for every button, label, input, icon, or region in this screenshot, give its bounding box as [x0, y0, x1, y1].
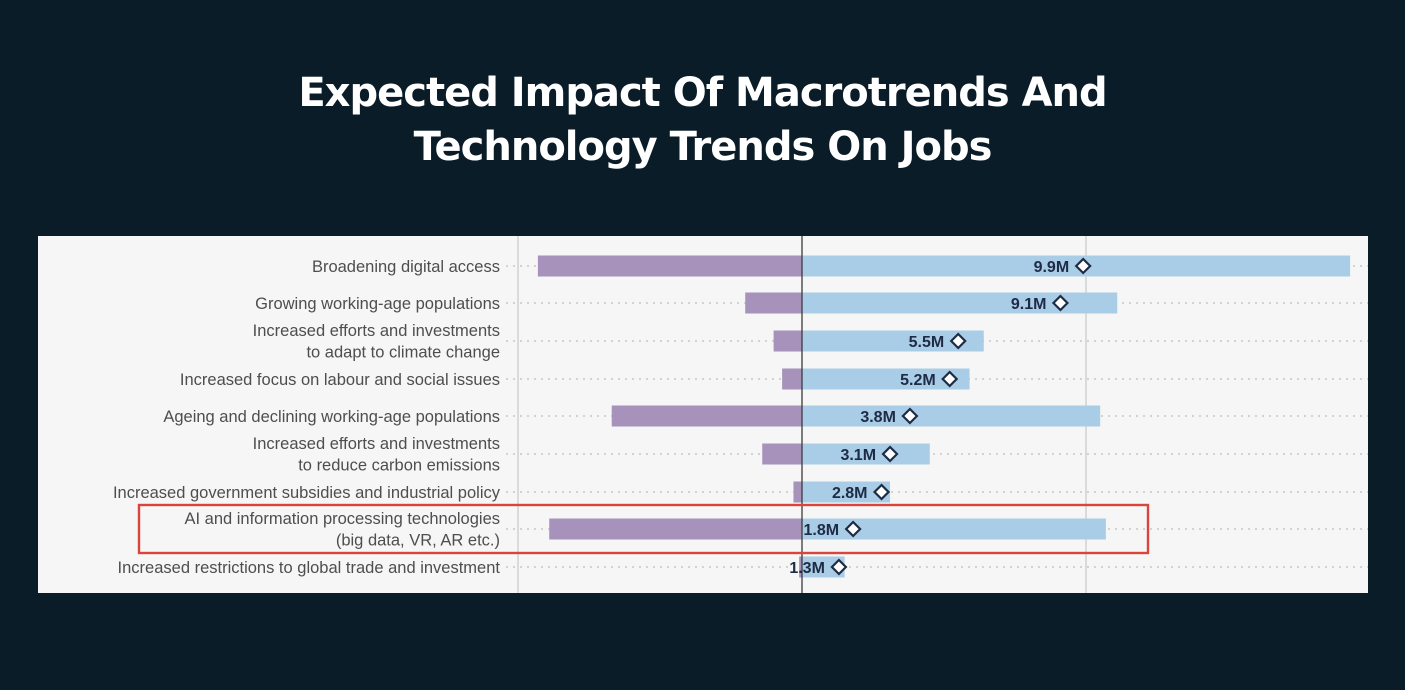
net-value-label-1: 9.1M: [1011, 296, 1047, 313]
chart-panel: Broadening digital access Growing working…: [38, 236, 1368, 593]
title-line-1: Expected Impact Of Macrotrends And: [298, 70, 1107, 116]
net-value-label-4: 3.8M: [860, 409, 896, 426]
net-value-label-8: 1.3M: [789, 560, 825, 577]
category-label-7-line-0: AI and information processing technologi…: [184, 510, 500, 528]
net-value-diamond-3: [941, 370, 959, 388]
bar-displaced-1: [745, 292, 802, 314]
category-label-5-line-1: to reduce carbon emissions: [298, 457, 500, 475]
title-line-2: Technology Trends On Jobs: [413, 124, 993, 170]
bar-created-2: [802, 330, 984, 352]
net-value-label-5: 3.1M: [840, 447, 876, 464]
page-title: Expected Impact Of Macrotrends And Techn…: [0, 66, 1405, 174]
category-label-8: Increased restrictions to global trade a…: [118, 559, 501, 577]
net-value-label-0: 9.9M: [1034, 259, 1070, 276]
net-value-label-6: 2.8M: [832, 485, 868, 502]
bar-displaced-0: [537, 255, 802, 277]
bar-created-1: [802, 292, 1118, 314]
bar-displaced-3: [782, 368, 802, 390]
category-label-5-line-0: Increased efforts and investments: [253, 435, 500, 453]
net-value-label-3: 5.2M: [900, 372, 936, 389]
bar-created-7: [802, 518, 1106, 540]
net-value-diamond-0: [1074, 257, 1092, 275]
category-label-4: Ageing and declining working-age populat…: [163, 408, 500, 426]
net-value-label-7: 1.8M: [804, 522, 840, 539]
bar-created-3: [802, 368, 970, 390]
highlight-box: [137, 503, 1150, 555]
bar-created-6: [802, 481, 891, 503]
jobs-impact-chart: Broadening digital access Growing working…: [113, 236, 1368, 593]
bar-displaced-4: [611, 405, 802, 427]
category-label-3: Increased focus on labour and social iss…: [180, 371, 500, 389]
net-value-diamond-1: [1051, 294, 1069, 312]
net-value-diamond-6: [872, 483, 891, 501]
category-label-6: Increased government subsidies and indus…: [113, 484, 501, 502]
bar-created-8: [802, 556, 845, 578]
category-label-0: Broadening digital access: [312, 258, 500, 276]
bar-displaced-7: [549, 518, 802, 540]
category-label-1: Growing working-age populations: [255, 295, 500, 313]
category-label-2-line-1: to adapt to climate change: [306, 344, 500, 362]
category-label-7-line-1: (big data, VR, AR etc.): [336, 532, 500, 550]
net-value-diamond-2: [949, 332, 967, 350]
bar-displaced-5: [762, 443, 802, 465]
bar-displaced-8: [799, 556, 802, 578]
category-label-2-line-0: Increased efforts and investments: [253, 322, 500, 340]
bar-created-5: [802, 443, 930, 465]
bar-created-4: [802, 405, 1101, 427]
net-value-diamond-4: [901, 407, 919, 425]
net-value-diamond-8: [830, 558, 848, 576]
net-value-label-2: 5.5M: [909, 334, 945, 351]
bar-displaced-2: [773, 330, 802, 352]
net-value-diamond-5: [881, 445, 899, 463]
net-value-diamond-7: [844, 520, 862, 538]
bar-displaced-6: [793, 481, 802, 503]
